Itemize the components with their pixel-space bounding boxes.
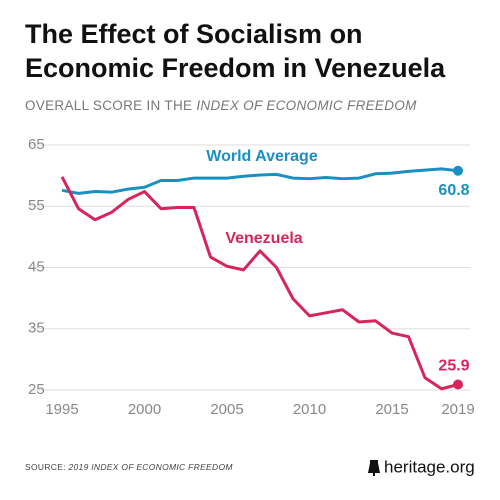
series-label: World Average (206, 148, 318, 165)
end-dot (453, 379, 463, 390)
end-dot (453, 165, 463, 176)
line (60, 176, 459, 391)
source-text: SOURCE: (25, 462, 69, 472)
x-tick-label: 2019 (441, 401, 474, 418)
x-tick-label: 2015 (375, 401, 408, 418)
logo-text: heritage.org (384, 457, 475, 476)
y-tick-label: 25 (28, 381, 45, 398)
subtitle-text: OVERALL SCORE IN THE (25, 98, 196, 113)
source: SOURCE: 2019 INDEX OF ECONOMIC FREEDOM (25, 462, 233, 472)
chart-title: The Effect of Socialism on (25, 19, 363, 49)
series-label: Venezuela (225, 230, 302, 247)
x-tick-label: 1995 (45, 401, 78, 418)
source-italic: 2019 INDEX OF ECONOMIC FREEDOM (68, 462, 234, 472)
data-label: 25.9 (438, 358, 469, 375)
data-label: 60.8 (438, 182, 469, 199)
line (61, 167, 459, 195)
subtitle-italic: INDEX OF ECONOMIC FREEDOM (196, 98, 417, 113)
x-tick-label: 2010 (293, 401, 326, 418)
x-tick-label: 2000 (128, 401, 161, 418)
y-tick-label: 45 (28, 258, 45, 275)
y-tick-label: 35 (28, 320, 45, 337)
y-tick-label: 65 (28, 136, 45, 153)
subtitle: OVERALL SCORE IN THE INDEX OF ECONOMIC F… (25, 98, 417, 113)
x-tick-label: 2005 (210, 401, 243, 418)
chart-title: Economic Freedom in Venezuela (25, 53, 446, 83)
logo-icon (368, 460, 380, 476)
y-tick-label: 55 (28, 197, 45, 214)
